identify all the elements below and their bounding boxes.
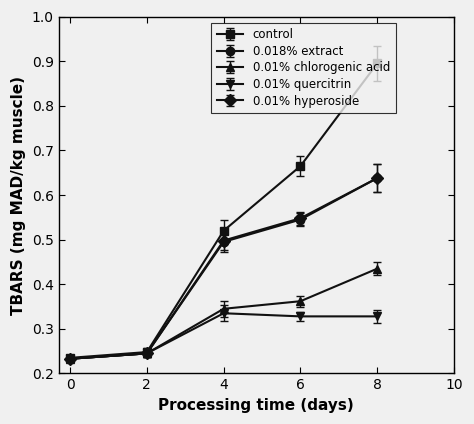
Legend: control, 0.018% extract, 0.01% chlorogenic acid, 0.01% quercitrin, 0.01% hyperos: control, 0.018% extract, 0.01% chlorogen… [211,22,396,114]
X-axis label: Processing time (days): Processing time (days) [158,398,354,413]
Y-axis label: TBARS (mg MAD/kg muscle): TBARS (mg MAD/kg muscle) [11,75,26,315]
